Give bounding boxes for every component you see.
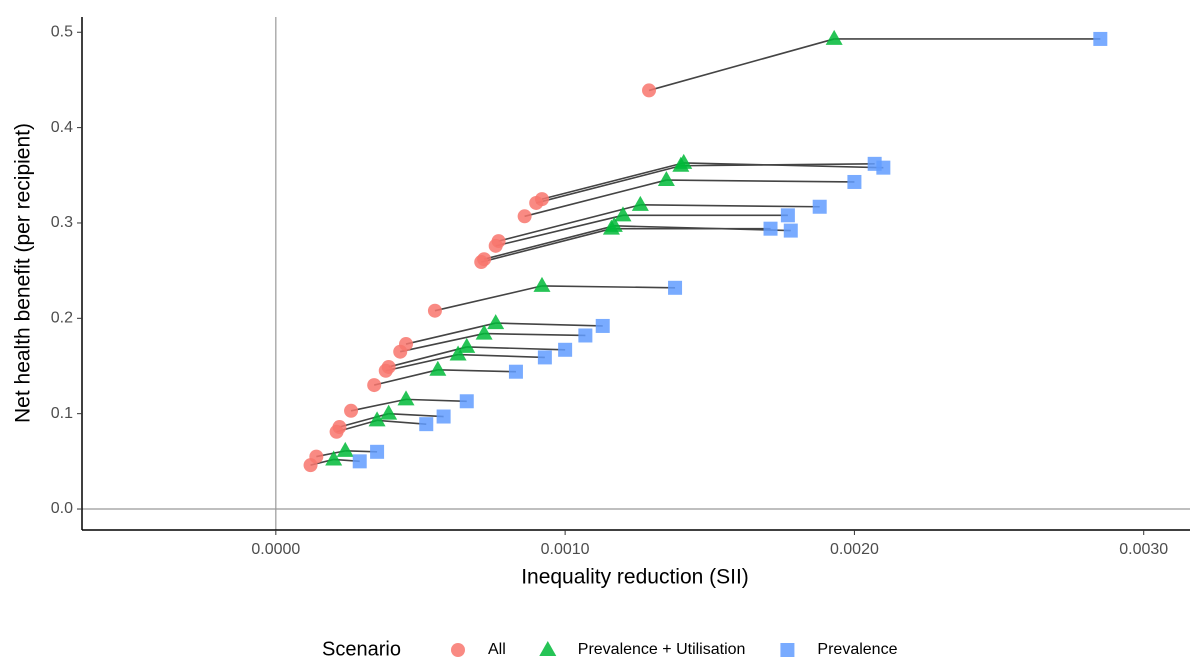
legend-item: Prevalence	[780, 641, 898, 658]
connector	[339, 412, 389, 428]
connector	[466, 346, 566, 351]
point	[474, 255, 489, 270]
connector	[541, 285, 676, 289]
point	[459, 394, 474, 409]
connector	[385, 353, 459, 372]
point	[533, 276, 551, 292]
connector	[388, 346, 467, 368]
point	[367, 378, 382, 393]
point	[537, 350, 552, 365]
connector	[495, 322, 603, 327]
point	[368, 411, 386, 427]
point	[558, 342, 573, 357]
legend-label: Prevalence + Utilisation	[578, 641, 746, 658]
point	[380, 404, 398, 420]
connector	[495, 214, 624, 247]
point	[668, 280, 683, 295]
point	[449, 345, 467, 361]
point	[602, 219, 620, 235]
y-axis-title: Net health benefit (per recipient)	[12, 123, 35, 423]
y-tick-label: 0.3	[51, 214, 73, 231]
y-tick-label: 0.2	[51, 310, 73, 327]
connector	[405, 322, 496, 345]
point	[763, 221, 778, 236]
point	[488, 238, 503, 253]
point	[436, 409, 451, 424]
y-tick-label: 0.4	[51, 119, 73, 136]
connector	[483, 225, 615, 260]
point	[517, 209, 532, 224]
point	[303, 458, 318, 473]
legend-item: Prevalence + Utilisation	[539, 641, 745, 658]
point	[393, 344, 408, 359]
connector	[524, 179, 667, 218]
x-tick-label: 0.0010	[541, 541, 590, 558]
x-tick-label: 0.0020	[830, 541, 879, 558]
point	[1093, 31, 1108, 46]
point	[336, 441, 354, 457]
connector	[388, 412, 444, 418]
point	[867, 156, 882, 171]
x-tick-label: 0.0030	[1119, 541, 1168, 558]
connector	[484, 332, 586, 337]
connector	[374, 369, 439, 386]
point	[352, 454, 367, 469]
point	[419, 417, 434, 432]
y-tick-label: 0.5	[51, 23, 73, 40]
connector	[666, 179, 855, 183]
connector	[437, 369, 516, 373]
point	[475, 324, 493, 340]
point	[508, 364, 523, 379]
legend-marker	[451, 643, 465, 657]
point	[812, 199, 827, 214]
connector	[350, 398, 407, 412]
point	[780, 208, 795, 223]
connector	[434, 285, 543, 312]
x-tick-label: 0.0000	[251, 541, 300, 558]
connector	[405, 398, 467, 403]
point	[578, 328, 593, 343]
connector	[458, 353, 545, 359]
point	[595, 318, 610, 333]
point	[429, 360, 447, 376]
point	[614, 206, 632, 222]
point	[631, 195, 649, 211]
point	[370, 444, 385, 459]
point	[657, 171, 675, 187]
connector	[498, 204, 641, 242]
point	[642, 83, 657, 98]
legend-title: Scenario	[322, 638, 401, 660]
point	[329, 424, 344, 439]
point	[847, 174, 862, 189]
connector	[680, 163, 875, 167]
legend-marker	[539, 641, 557, 656]
point	[344, 403, 359, 418]
connector	[481, 227, 612, 263]
point	[487, 314, 505, 330]
point	[825, 29, 843, 45]
point	[378, 363, 393, 378]
connector	[640, 204, 820, 208]
legend-marker	[780, 643, 795, 657]
connector	[400, 332, 485, 353]
point	[458, 337, 476, 353]
connector	[535, 164, 682, 204]
connector	[541, 162, 684, 200]
point	[672, 156, 690, 172]
point	[427, 303, 442, 318]
point	[397, 390, 415, 406]
point	[783, 223, 798, 238]
y-tick-label: 0.0	[51, 500, 73, 517]
connector	[648, 38, 835, 92]
legend-label: Prevalence	[817, 641, 897, 658]
legend-label: All	[488, 641, 506, 658]
point	[529, 195, 544, 210]
y-tick-label: 0.1	[51, 405, 73, 422]
legend-item: All	[451, 641, 506, 658]
x-axis-title: Inequality reduction (SII)	[521, 566, 749, 589]
connector	[377, 419, 427, 425]
point	[325, 450, 343, 466]
